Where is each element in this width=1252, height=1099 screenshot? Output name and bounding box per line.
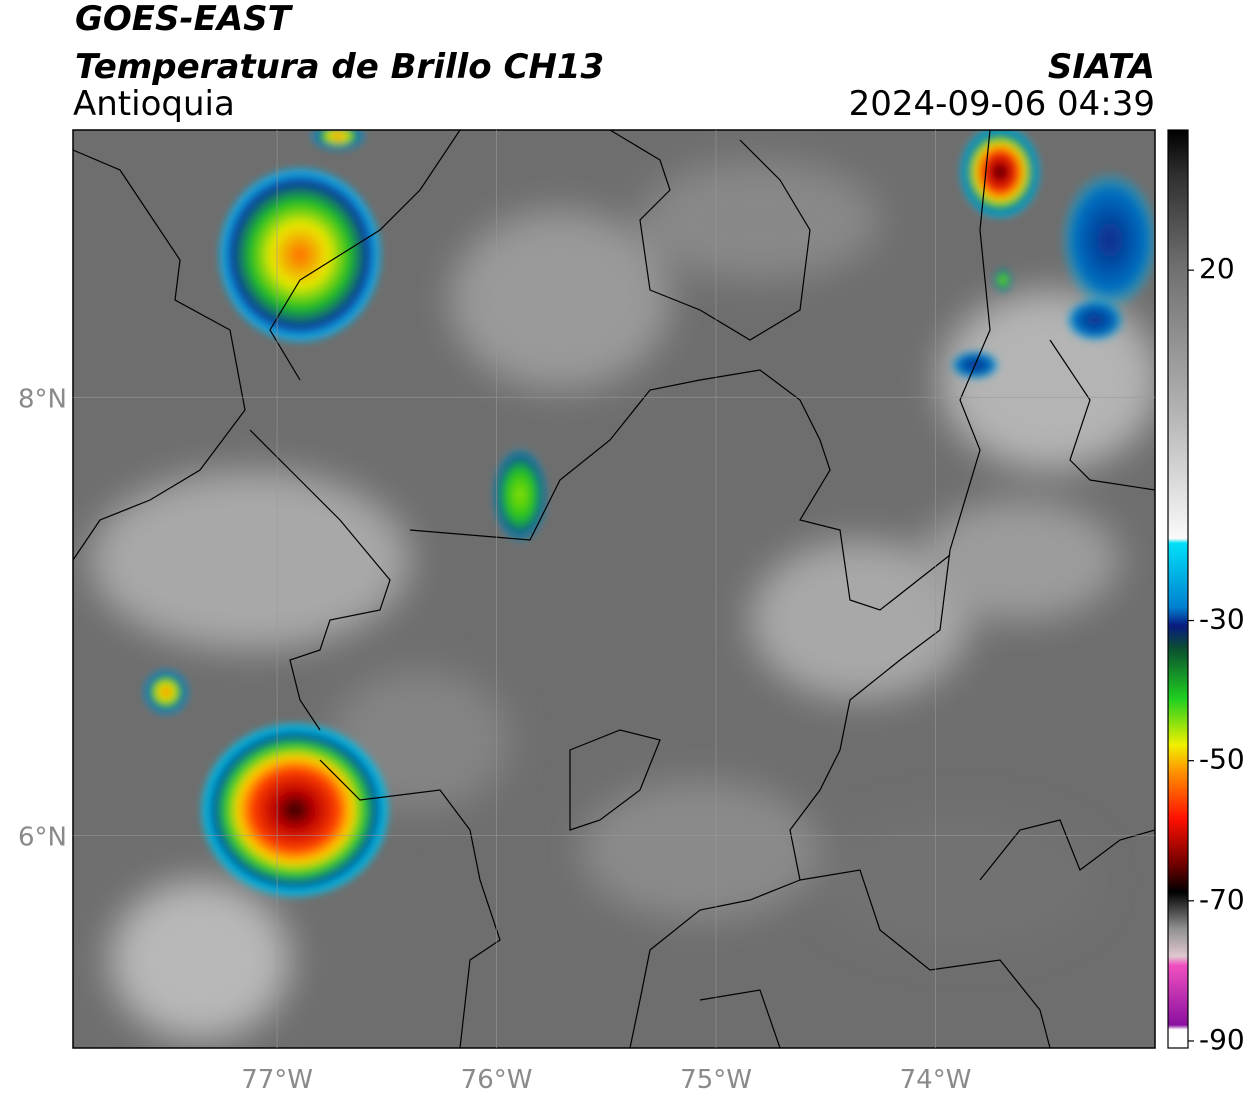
region: Antioquia [73, 84, 235, 124]
map [73, 130, 1155, 1048]
source: SIATA [1048, 47, 1155, 87]
borders [73, 130, 1155, 1048]
x-tick-label: 74°W [900, 1065, 972, 1095]
y-tick-label: 8°N [18, 384, 67, 414]
title: GOES-EAST [75, 0, 294, 39]
colorbar-tick-label: -90 [1199, 1023, 1245, 1056]
timestamp: 2024-09-06 04:39 [849, 84, 1155, 124]
colorbar-tick-label: -70 [1199, 883, 1245, 916]
colorbar [1167, 129, 1189, 1049]
x-tick-label: 77°W [241, 1065, 313, 1095]
subtitle: Temperatura de Brillo CH13 [75, 47, 604, 87]
convective-cells [144, 130, 1155, 898]
map-frame [72, 129, 1156, 1049]
colorbar-tick-label: 20 [1199, 252, 1235, 285]
x-tick-label: 75°W [680, 1065, 752, 1095]
colorbar-tick-label: -50 [1199, 743, 1245, 776]
colorbar-tick-label: -30 [1199, 603, 1245, 636]
cloud-texture [90, 160, 1155, 1040]
x-tick-label: 76°W [461, 1065, 533, 1095]
y-tick-label: 6°N [18, 822, 67, 852]
